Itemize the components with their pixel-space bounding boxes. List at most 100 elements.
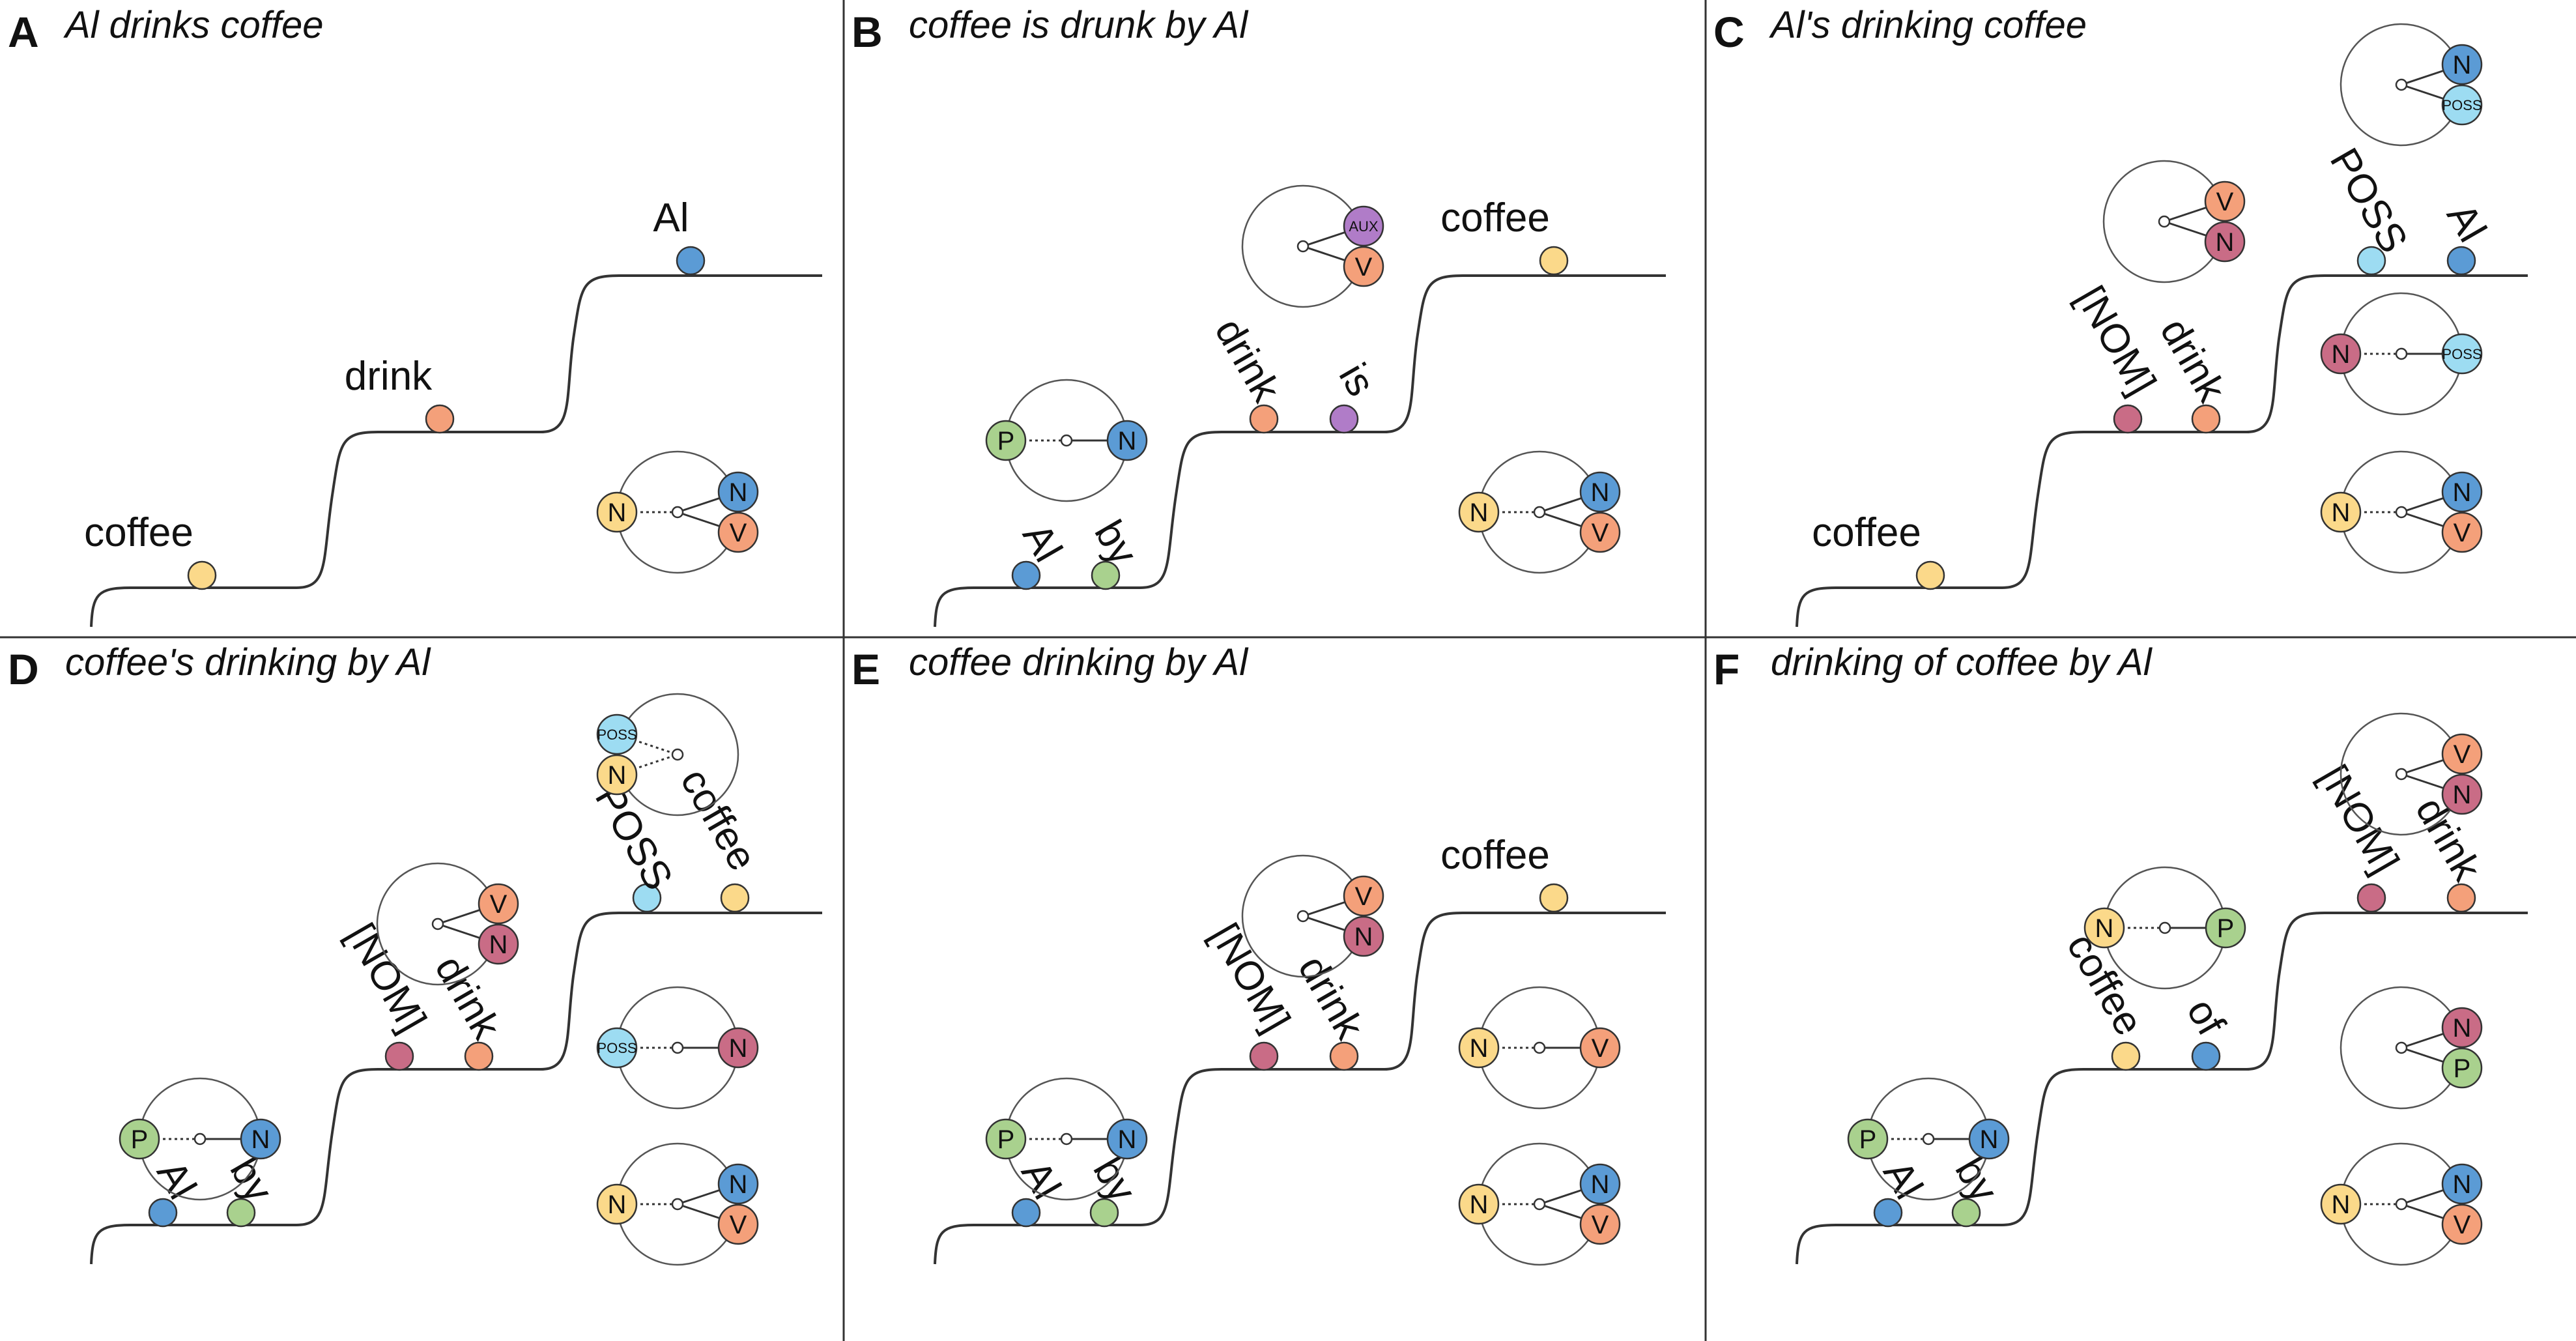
word-dot: [1873, 1198, 1903, 1228]
node-label: N: [2453, 478, 2472, 507]
staircase-curve: [90, 274, 822, 627]
word-dot: [187, 560, 217, 590]
word-dot: [1539, 246, 1569, 276]
word-label: [NOM]: [2310, 758, 2407, 882]
word-dot: [1249, 404, 1279, 434]
word-dot: [2356, 246, 2386, 276]
word-dot: [148, 1198, 178, 1228]
node-label: V: [2454, 519, 2471, 547]
glyph-hub: [1533, 1198, 1546, 1211]
node-circle: [1579, 1204, 1621, 1245]
glyph-hub: [2395, 1041, 2408, 1054]
word-label: by: [1947, 1150, 2007, 1209]
node-label: N: [1118, 1125, 1137, 1154]
staircase-curve: [1796, 274, 2528, 627]
node-circle: [2441, 773, 2483, 815]
word-dot: [676, 246, 706, 276]
node-label: N: [1354, 923, 1373, 951]
node-circle: [1106, 420, 1148, 461]
word-label: drink: [2151, 311, 2234, 410]
panel-title: drinking of coffee by Al: [1771, 641, 2153, 684]
node-circle: [985, 420, 1027, 461]
node-circle: [2320, 333, 2362, 375]
glyph-hub: [2158, 921, 2171, 934]
panel-title: coffee's drinking by Al: [65, 641, 431, 684]
node-label: N: [489, 930, 508, 959]
glyph-hub: [2395, 768, 2408, 781]
node-circle: [596, 491, 638, 533]
word-dot: [2191, 1041, 2221, 1071]
word-dot: [1011, 1198, 1041, 1228]
node-label: N: [1118, 427, 1137, 455]
node-circle: [1343, 916, 1384, 957]
node-circle: [2204, 221, 2246, 263]
word-label: coffee: [1812, 510, 1921, 555]
glyph-hub: [431, 917, 444, 930]
word-label: by: [1086, 513, 1146, 572]
node-circle: [1343, 875, 1384, 917]
node-circle: [1458, 1027, 1500, 1069]
word-dot: [226, 1198, 256, 1228]
word-dot: [1539, 883, 1569, 913]
node-label: N: [608, 498, 627, 527]
node-circle: [596, 754, 638, 796]
word-label: Al: [653, 195, 689, 240]
staircase-curve: [1796, 912, 2528, 1265]
node-label: V: [730, 519, 747, 547]
node-label: N: [1470, 1190, 1489, 1219]
node-circle: [2441, 1047, 2483, 1089]
node-label: N: [2216, 228, 2235, 257]
word-dot: [2446, 883, 2476, 913]
node-circle: [717, 1027, 759, 1069]
node-circle: [717, 471, 759, 513]
glyph-hub: [671, 1198, 684, 1211]
node-circle: [2204, 180, 2246, 222]
node-circle: [2441, 512, 2483, 553]
node-label: N: [2332, 498, 2351, 527]
panel-letter: F: [1713, 645, 1739, 693]
word-label: by: [222, 1150, 281, 1209]
word-label: Al: [148, 1153, 205, 1207]
panel-title: coffee drinking by Al: [909, 641, 1249, 684]
word-dot: [2111, 1041, 2141, 1071]
panel-title: Al drinks coffee: [63, 4, 324, 46]
node-circle: [2441, 471, 2483, 513]
word-label: drink: [1289, 948, 1372, 1047]
node-circle: [1343, 205, 1384, 247]
node-circle: [1579, 1027, 1621, 1069]
word-dot: [1091, 560, 1121, 590]
word-label: POSS: [2321, 141, 2416, 261]
node-label: P: [997, 1125, 1015, 1154]
word-label: coffee: [1440, 833, 1550, 878]
glyph-hub: [2395, 78, 2408, 91]
glyph-hub: [671, 506, 684, 519]
word-label: [NOM]: [337, 916, 435, 1040]
node-label: POSS: [2442, 97, 2482, 113]
node-circle: [119, 1118, 160, 1160]
panel-letter: E: [852, 645, 880, 693]
word-label: Al: [2438, 196, 2495, 250]
node-label: N: [1470, 1034, 1489, 1063]
node-label: P: [2454, 1054, 2471, 1083]
word-label: by: [1085, 1150, 1145, 1209]
node-label: N: [608, 1190, 627, 1219]
node-circle: [717, 1163, 759, 1205]
node-label: P: [997, 427, 1015, 455]
node-label: N: [251, 1125, 270, 1154]
panel-letter: A: [8, 8, 39, 56]
glyph-hub: [671, 1041, 684, 1054]
word-dot: [1249, 1041, 1279, 1071]
word-dot: [384, 1041, 414, 1071]
node-label: V: [1592, 519, 1609, 547]
word-label: of: [2178, 991, 2234, 1043]
glyph-hub: [1296, 910, 1309, 923]
node-label: V: [2454, 1211, 2471, 1239]
glyph-hub: [2158, 215, 2171, 228]
glyph-hub: [2395, 347, 2408, 360]
word-dot: [425, 404, 455, 434]
node-label: V: [1592, 1034, 1609, 1063]
glyph-hub: [1060, 434, 1073, 447]
